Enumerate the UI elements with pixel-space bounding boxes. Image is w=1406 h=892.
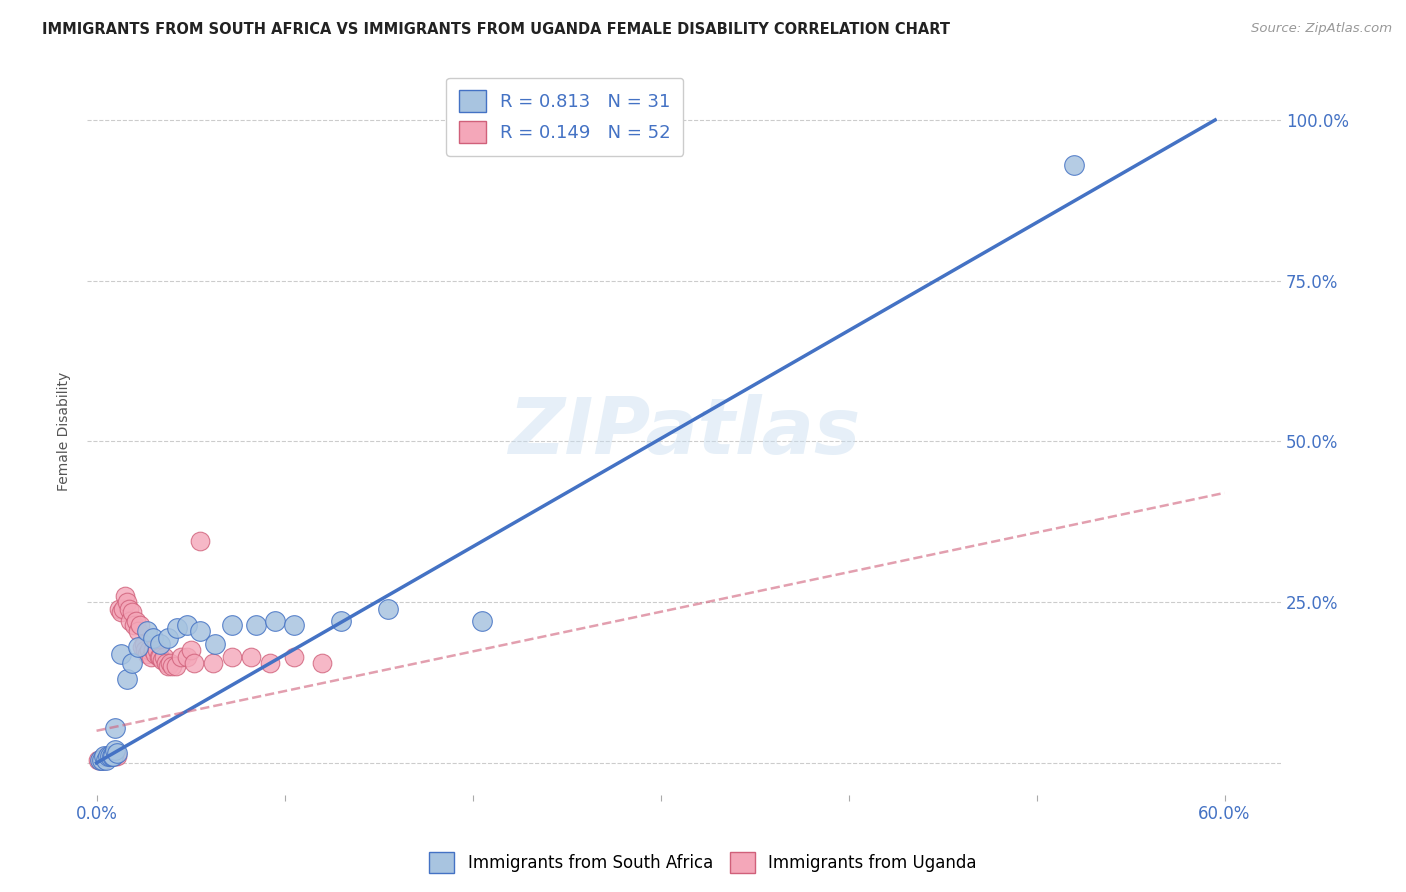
Point <box>160 659 183 673</box>
Point <box>176 649 198 664</box>
Point <box>89 753 111 767</box>
Point <box>166 621 188 635</box>
Point <box>114 589 136 603</box>
Point <box>103 749 125 764</box>
Point <box>471 615 494 629</box>
Point <box>97 749 120 764</box>
Point <box>93 749 115 764</box>
Point <box>156 659 179 673</box>
Point <box>183 657 205 671</box>
Point <box>283 649 305 664</box>
Point <box>142 631 165 645</box>
Point <box>117 601 139 615</box>
Point <box>176 617 198 632</box>
Point <box>125 615 148 629</box>
Point <box>159 657 181 671</box>
Text: IMMIGRANTS FROM SOUTH AFRICA VS IMMIGRANTS FROM UGANDA FEMALE DISABILITY CORRELA: IMMIGRANTS FROM SOUTH AFRICA VS IMMIGRAN… <box>42 22 950 37</box>
Point <box>377 601 399 615</box>
Point <box>148 649 170 664</box>
Point <box>87 753 110 767</box>
Point <box>180 643 202 657</box>
Point <box>111 601 134 615</box>
Point <box>150 653 173 667</box>
Point <box>143 647 166 661</box>
Point <box>188 534 211 549</box>
Point <box>134 643 156 657</box>
Point <box>94 753 117 767</box>
Point <box>202 657 225 671</box>
Point <box>110 605 132 619</box>
Point <box>100 749 122 764</box>
Point <box>98 749 121 764</box>
Point <box>104 721 127 735</box>
Point <box>103 749 125 764</box>
Text: Source: ZipAtlas.com: Source: ZipAtlas.com <box>1251 22 1392 36</box>
Point <box>120 615 142 629</box>
Point <box>115 595 138 609</box>
Point <box>105 746 128 760</box>
Point <box>239 649 262 664</box>
Point <box>98 749 121 764</box>
Point <box>89 753 111 767</box>
Point <box>149 649 172 664</box>
Point <box>204 637 226 651</box>
Point <box>121 657 143 671</box>
Point <box>329 615 352 629</box>
Point <box>122 617 145 632</box>
Point <box>136 647 159 661</box>
Point <box>156 631 179 645</box>
Point <box>104 749 127 764</box>
Point <box>259 657 281 671</box>
Point <box>136 624 159 639</box>
Point <box>97 749 120 764</box>
Point <box>104 743 127 757</box>
Point <box>132 637 155 651</box>
Point <box>138 643 160 657</box>
Point <box>1063 158 1085 172</box>
Point <box>170 649 193 664</box>
Legend: R = 0.813   N = 31, R = 0.149   N = 52: R = 0.813 N = 31, R = 0.149 N = 52 <box>446 78 683 156</box>
Point <box>131 640 153 655</box>
Point <box>127 640 149 655</box>
Point <box>127 624 149 639</box>
Point <box>153 649 176 664</box>
Point <box>142 643 165 657</box>
Point <box>188 624 211 639</box>
Point <box>128 617 150 632</box>
Point <box>149 637 172 651</box>
Point <box>221 617 243 632</box>
Point <box>91 753 114 767</box>
Point <box>145 643 167 657</box>
Point <box>155 657 177 671</box>
Point <box>93 753 115 767</box>
Point <box>121 605 143 619</box>
Point <box>311 657 333 671</box>
Y-axis label: Female Disability: Female Disability <box>58 372 72 491</box>
Point <box>100 749 122 764</box>
Point <box>264 615 287 629</box>
Point <box>221 649 243 664</box>
Point <box>110 647 132 661</box>
Point <box>245 617 267 632</box>
Point <box>283 617 305 632</box>
Text: ZIPatlas: ZIPatlas <box>508 393 860 470</box>
Point <box>139 649 162 664</box>
Point <box>108 601 131 615</box>
Point <box>115 673 138 687</box>
Point <box>105 749 128 764</box>
Point <box>165 659 187 673</box>
Legend: Immigrants from South Africa, Immigrants from Uganda: Immigrants from South Africa, Immigrants… <box>423 846 983 880</box>
Point <box>91 753 114 767</box>
Point <box>94 749 117 764</box>
